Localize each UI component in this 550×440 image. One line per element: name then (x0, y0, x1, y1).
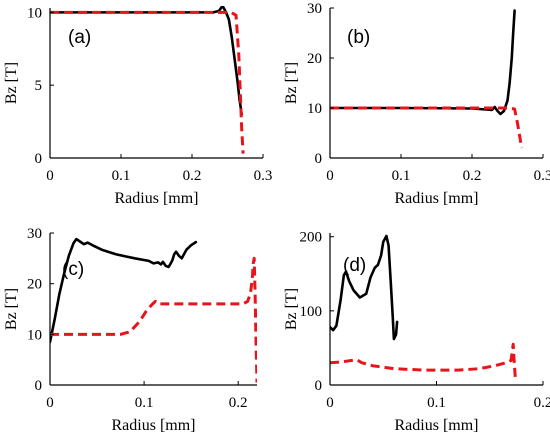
y-tick-label: 20 (27, 277, 42, 293)
dashed-series-line (50, 10, 245, 154)
x-axis-label: Radius [mm] (115, 190, 199, 207)
panel-label: (a) (68, 27, 91, 48)
y-tick-label: 200 (300, 230, 323, 246)
y-tick-label: 0 (35, 151, 43, 167)
panel-2: 0 0.1 0.2 0.3 0 10 20 30 Radius [mm] Bz [T] (b) (283, 1, 550, 207)
panel-label: (d) (343, 255, 366, 276)
y-tick-label: 0 (315, 378, 323, 394)
x-tick-label: 0.1 (427, 395, 446, 411)
panel-label: (b) (347, 27, 370, 48)
y-tick-label: 10 (27, 327, 42, 343)
x-tick-label: 0.2 (229, 395, 248, 411)
panel-label: (c) (62, 259, 84, 280)
y-tick-label: 30 (27, 226, 42, 242)
x-tick-label: 0.2 (183, 168, 202, 184)
x-tick-label: 0.1 (112, 168, 131, 184)
dashed-series-line (50, 256, 257, 383)
x-axis-label: Radius [mm] (112, 417, 196, 434)
x-tick-label: 0.1 (392, 168, 411, 184)
y-tick-label: 30 (307, 1, 322, 17)
y-axis-label: Bz [T] (283, 62, 300, 104)
panel-3: 0 0.1 0.2 0 10 20 30 Radius [mm] Bz [T] (c) (3, 226, 257, 434)
dashed-series-line (330, 106, 524, 149)
y-axis-label: Bz [T] (3, 62, 20, 104)
solid-series-line (330, 234, 399, 341)
y-tick-label: 10 (27, 5, 42, 21)
y-tick-label: 0 (35, 378, 43, 394)
y-tick-label: 5 (35, 78, 43, 94)
y-tick-label: 100 (300, 304, 323, 320)
x-tick-label: 0 (46, 395, 54, 411)
y-axis-label: Bz [T] (3, 288, 20, 330)
x-tick-label: 0.2 (534, 395, 550, 411)
y-axis-label: Bz [T] (283, 288, 300, 330)
solid-series-line (50, 237, 198, 344)
x-tick-label: 0.3 (254, 168, 273, 184)
x-tick-label: 0.1 (135, 395, 154, 411)
x-tick-label: 0 (326, 395, 334, 411)
panel-1: 0 0.1 0.2 0.3 0 5 10 Radius [mm] Bz [T] (a) (3, 5, 272, 207)
panel-4: 0 0.1 0.2 0 100 200 Radius [mm] Bz [T] (d) (283, 230, 550, 434)
y-tick-label: 0 (315, 151, 323, 167)
solid-series-line (50, 6, 243, 116)
dashed-series-line (330, 342, 517, 378)
x-tick-label: 0.3 (534, 168, 550, 184)
x-tick-label: 0.2 (463, 168, 482, 184)
x-axis-label: Radius [mm] (395, 417, 479, 434)
y-tick-label: 20 (307, 51, 322, 67)
x-tick-label: 0 (46, 168, 54, 184)
x-axis-label: Radius [mm] (395, 190, 479, 207)
y-tick-label: 10 (307, 101, 322, 117)
x-tick-label: 0 (326, 168, 334, 184)
